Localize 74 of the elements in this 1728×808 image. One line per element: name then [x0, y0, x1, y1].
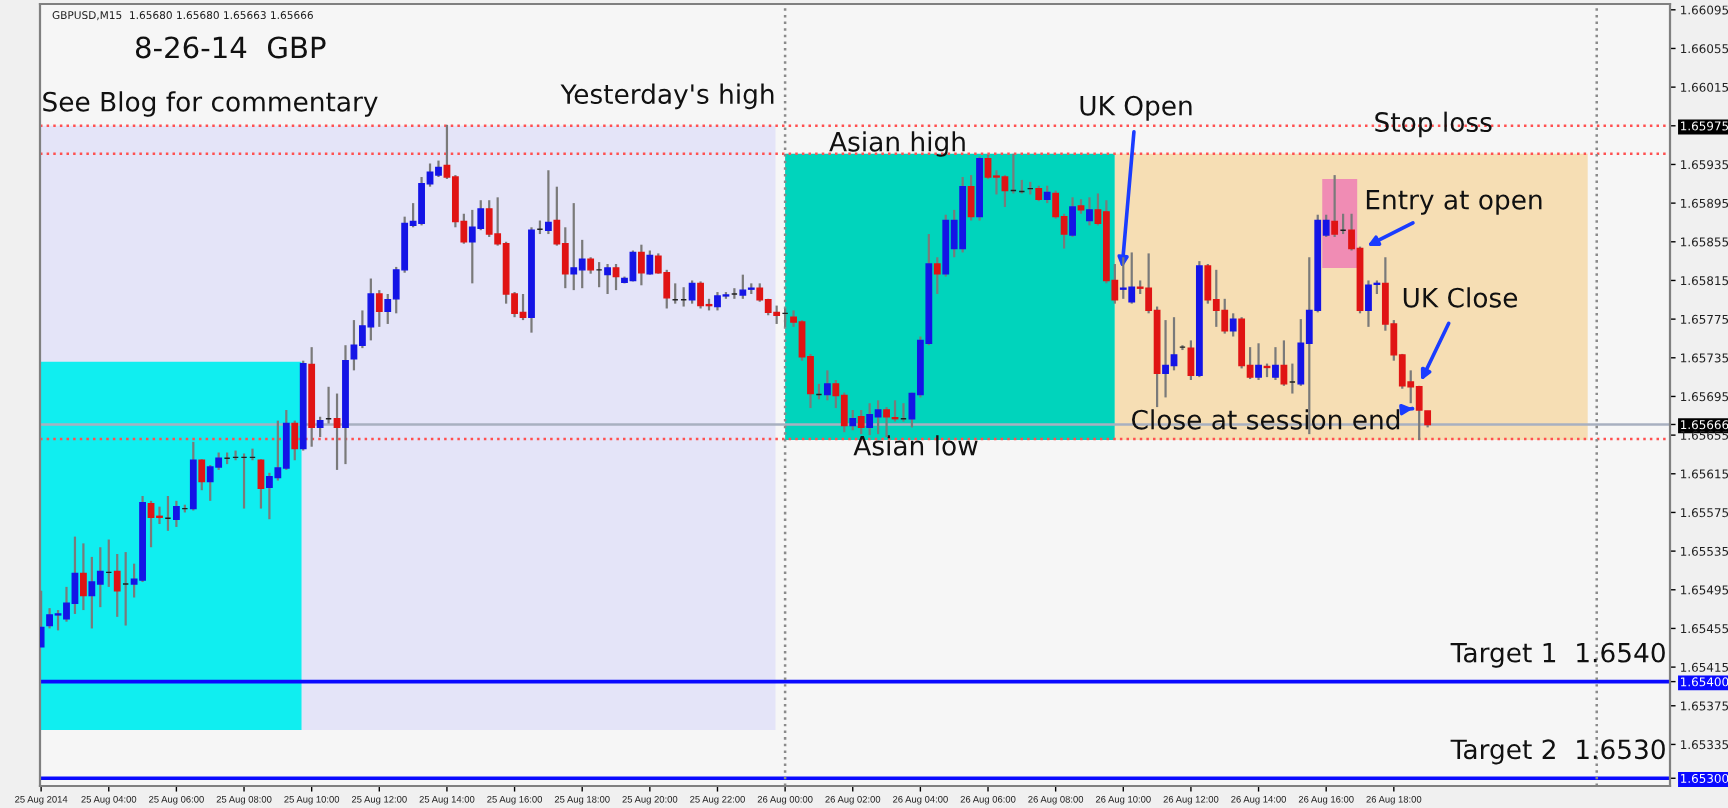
- candlestick: [147, 499, 155, 549]
- annotation: UK Open: [1080, 95, 1192, 121]
- candlestick: [688, 279, 696, 305]
- candlestick: [697, 280, 704, 310]
- candlestick: [646, 249, 654, 276]
- candlestick: [857, 408, 865, 436]
- candlestick: [1204, 262, 1212, 305]
- candlestick: [418, 175, 425, 227]
- candlestick: [1229, 312, 1237, 338]
- candlestick: [1170, 316, 1178, 372]
- text: 8-26-14 GBP: [135, 36, 326, 59]
- candlestick: [849, 408, 857, 432]
- candlestick: [604, 262, 611, 296]
- candlestick: [883, 405, 890, 439]
- candlestick: [206, 463, 214, 502]
- candlestick: [544, 169, 552, 236]
- ref-line-label: Target 1 1.6540: [1450, 642, 1665, 668]
- annotation: Asian low: [853, 435, 978, 456]
- candlestick: [198, 458, 206, 492]
- candlestick: [1415, 384, 1423, 442]
- candlestick: [840, 391, 848, 434]
- candlestick: [823, 369, 831, 402]
- candlestick: [1255, 342, 1262, 382]
- candlestick: [1212, 268, 1220, 328]
- candlestick: [866, 402, 874, 437]
- candlestick: [739, 273, 747, 300]
- candlestick: [612, 262, 620, 292]
- candlestick: [1331, 173, 1339, 239]
- candlestick: [1238, 316, 1246, 370]
- candlestick: [578, 238, 586, 290]
- candlestick: [1001, 173, 1009, 209]
- candlestick: [637, 243, 645, 287]
- candlestick: [79, 542, 87, 612]
- annotation: Entry at open: [1366, 190, 1542, 215]
- candlestick: [468, 208, 476, 285]
- ref-line-label: Stop loss: [1375, 111, 1492, 138]
- candlestick: [967, 173, 975, 222]
- candlestick: [874, 399, 882, 436]
- candlestick: [485, 199, 493, 239]
- annotation: Close at session end: [1132, 409, 1400, 430]
- candlestick: [1187, 339, 1195, 382]
- candlestick: [1128, 251, 1136, 305]
- candlestick: [1221, 297, 1229, 335]
- candlestick: [282, 408, 290, 472]
- candlestick: [984, 153, 992, 181]
- candlestick: [1280, 339, 1288, 387]
- candlestick: [54, 608, 62, 632]
- candlestick: [113, 552, 121, 618]
- candlestick: [1162, 318, 1169, 399]
- candlestick: [172, 499, 180, 529]
- candlestick: [88, 555, 96, 630]
- candlestick: [1069, 196, 1076, 239]
- candlestick: [519, 292, 527, 322]
- candlestick: [773, 304, 781, 326]
- annotation: UK Close: [1403, 287, 1518, 308]
- candlestick: [933, 256, 941, 296]
- candlestick: [265, 471, 273, 521]
- candlestick: [96, 546, 104, 609]
- candlestick: [714, 290, 721, 312]
- ref-line-label: Yesterday's high: [560, 83, 774, 110]
- candlestick: [1297, 318, 1305, 387]
- candlestick: [561, 226, 569, 290]
- candlestick: [375, 289, 383, 328]
- candlestick: [570, 202, 578, 292]
- annotation: See Blog for commentary: [43, 91, 378, 117]
- candlestick: [367, 277, 375, 342]
- candlestick: [156, 505, 163, 526]
- annotation: Asian high: [829, 131, 965, 157]
- candlestick: [1272, 346, 1279, 382]
- candlestick: [1086, 196, 1093, 227]
- ref-line-label: Target 2 1.6530: [1450, 739, 1665, 765]
- candlestick: [1365, 279, 1372, 328]
- candlestick: [291, 419, 299, 462]
- candlestick: [333, 392, 341, 472]
